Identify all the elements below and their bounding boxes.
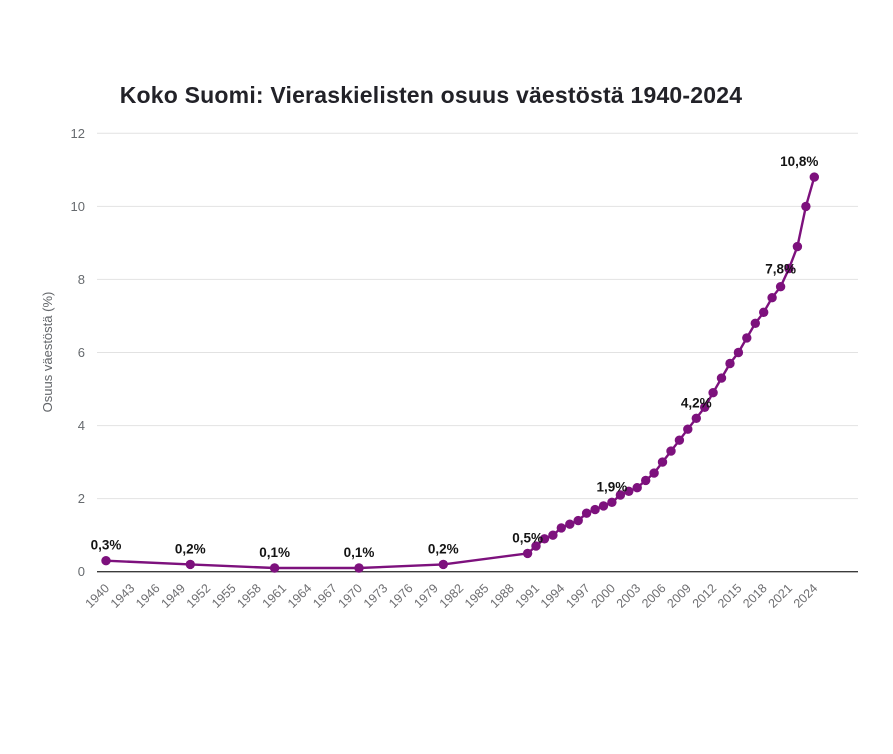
- x-tick-label: 1940: [83, 581, 113, 611]
- data-point: [590, 504, 600, 515]
- data-point: [607, 497, 617, 507]
- x-tick-label: 1946: [133, 581, 163, 611]
- x-tick-label: 2006: [639, 581, 669, 611]
- data-point-label: 4,2%: [681, 395, 712, 410]
- data-point-label: 0,5%: [512, 530, 543, 545]
- y-tick-label: 10: [71, 199, 85, 214]
- x-tick-label: 1964: [285, 581, 315, 611]
- data-point: [691, 413, 701, 423]
- data-point: [674, 435, 685, 445]
- data-point: [565, 519, 575, 529]
- data-point: [784, 263, 794, 274]
- x-tick-label: 1958: [234, 581, 264, 611]
- x-tick-label: 2012: [690, 581, 720, 611]
- x-tick-label: 1979: [411, 581, 441, 611]
- data-point: [759, 307, 769, 317]
- data-point: [581, 508, 592, 518]
- data-point: [438, 559, 448, 570]
- data-point: [531, 541, 541, 551]
- data-point-label: 7,8%: [765, 262, 796, 277]
- x-tick-label: 1988: [487, 581, 517, 611]
- x-tick-label: 1970: [336, 581, 366, 611]
- x-tick-label: 2018: [740, 581, 770, 611]
- y-tick-label: 0: [78, 564, 85, 579]
- x-tick-label: 1955: [209, 581, 239, 611]
- data-point-label: 0,1%: [344, 545, 375, 560]
- data-point: [666, 446, 676, 456]
- x-tick-label: 1949: [158, 581, 188, 611]
- y-axis-title: Osuus väestöstä (%): [40, 292, 55, 413]
- x-tick-label: 2015: [715, 581, 745, 611]
- data-point: [185, 559, 195, 570]
- data-point: [809, 172, 819, 182]
- x-tick-label: 1997: [563, 581, 593, 611]
- data-point: [548, 530, 558, 540]
- data-point: [522, 548, 533, 559]
- y-tick-label: 4: [78, 418, 85, 433]
- x-tick-label: 1952: [184, 581, 214, 611]
- x-tick-label: 1976: [386, 581, 416, 611]
- x-tick-label: 2024: [791, 581, 821, 611]
- data-point-label: 0,2%: [428, 541, 459, 556]
- data-point: [615, 490, 626, 500]
- y-tick-label: 8: [78, 272, 85, 287]
- data-point: [750, 318, 760, 328]
- x-tick-label: 2021: [766, 581, 796, 611]
- series-line: [105, 176, 816, 570]
- x-tick-label: 1985: [462, 581, 492, 611]
- data-point: [573, 515, 583, 526]
- data-point: [354, 563, 364, 573]
- data-point: [683, 424, 693, 434]
- y-tick-label: 6: [78, 345, 85, 360]
- y-tick-label: 12: [71, 126, 85, 141]
- y-tick-label: 2: [78, 491, 85, 506]
- data-point: [716, 373, 727, 383]
- data-point-label: 0,1%: [259, 545, 290, 560]
- chart-title: Koko Suomi: Vieraskielisten osuus väestö…: [119, 82, 743, 108]
- data-point: [269, 563, 280, 573]
- data-point: [539, 534, 550, 544]
- data-point: [708, 388, 718, 398]
- data-point: [649, 468, 659, 478]
- x-tick-label: 1982: [437, 581, 467, 611]
- data-point-label: 0,3%: [91, 538, 122, 553]
- data-point: [598, 501, 609, 511]
- data-point: [792, 241, 803, 252]
- x-tick-label: 2009: [664, 581, 694, 611]
- data-point-label: 0,2%: [175, 541, 206, 556]
- data-point: [632, 483, 642, 493]
- data-point: [801, 201, 811, 212]
- data-point: [641, 475, 651, 486]
- data-point: [725, 358, 735, 369]
- data-point: [742, 333, 752, 343]
- x-tick-label: 1973: [361, 581, 391, 611]
- data-point: [775, 282, 786, 292]
- data-point: [733, 347, 744, 358]
- data-point: [101, 556, 111, 566]
- data-point: [767, 293, 777, 303]
- x-tick-label: 1943: [108, 581, 138, 611]
- x-tick-label: 1991: [513, 581, 543, 611]
- data-point: [700, 402, 710, 412]
- data-point-label: 10,8%: [780, 154, 818, 169]
- data-point-label: 1,9%: [597, 479, 628, 494]
- x-tick-label: 1961: [260, 581, 290, 611]
- data-point: [657, 457, 668, 467]
- data-point: [624, 486, 634, 496]
- x-tick-label: 2003: [614, 581, 644, 611]
- x-tick-label: 1967: [310, 581, 340, 611]
- data-point: [556, 523, 566, 533]
- x-tick-label: 1994: [538, 581, 568, 611]
- x-tick-label: 2000: [588, 581, 618, 611]
